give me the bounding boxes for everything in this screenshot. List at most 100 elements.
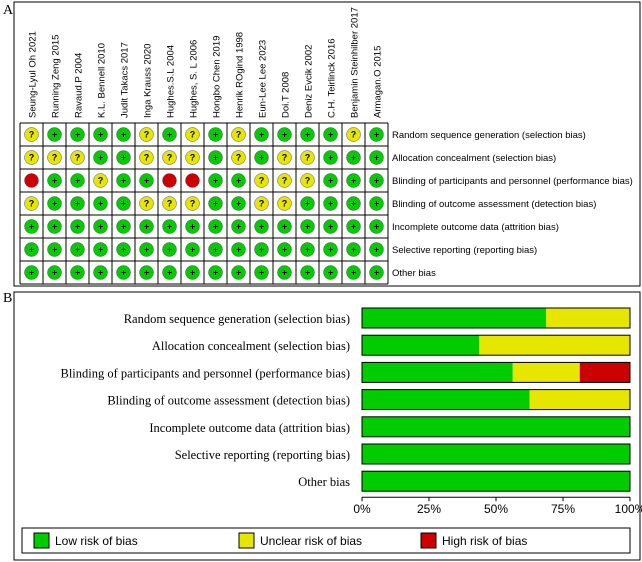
bar-outline <box>361 443 631 465</box>
bar-segment <box>362 362 513 383</box>
x-tick-label: 25% <box>417 502 441 516</box>
risk-symbol: ? <box>29 153 35 163</box>
risk-dot <box>369 127 384 142</box>
risk-cell-low: + <box>277 219 292 234</box>
category-label: Blinding of participants and personnel (… <box>61 366 351 380</box>
risk-cell-unclear: ? <box>231 150 246 165</box>
risk-symbol: ? <box>190 130 196 140</box>
risk-symbol: + <box>144 176 149 186</box>
risk-cell-unclear: ? <box>24 150 39 165</box>
risk-cell-low: + <box>208 173 223 188</box>
risk-symbol: + <box>144 245 149 255</box>
risk-cell-low: + <box>70 127 85 142</box>
bar-segment <box>362 416 630 437</box>
risk-dot <box>231 173 246 188</box>
risk-cell-low: + <box>254 150 269 165</box>
risk-symbol: + <box>167 130 172 140</box>
risk-cell-low: + <box>185 219 200 234</box>
risk-cell-low: + <box>139 219 154 234</box>
risk-cell-unclear: ? <box>24 196 39 211</box>
risk-cell-low: + <box>70 196 85 211</box>
risk-symbol: + <box>305 268 310 278</box>
risk-cell-low: + <box>254 127 269 142</box>
risk-symbol: + <box>282 130 287 140</box>
risk-dot <box>185 127 200 142</box>
risk-cell-unclear: ? <box>139 127 154 142</box>
risk-cell-low: + <box>231 219 246 234</box>
risk-symbol: + <box>75 222 80 232</box>
risk-cell-low: + <box>300 219 315 234</box>
risk-symbol: + <box>213 130 218 140</box>
risk-symbol: + <box>374 222 379 232</box>
risk-dot <box>116 242 131 257</box>
risk-cell-low: + <box>254 219 269 234</box>
domain-label: Selective reporting (reporting bias) <box>392 245 537 256</box>
risk-dot <box>323 242 338 257</box>
risk-dot <box>185 242 200 257</box>
risk-dot <box>24 265 39 280</box>
panel-b-frame <box>13 291 641 561</box>
risk-cell-unclear: ? <box>254 196 269 211</box>
bar-outline <box>361 307 631 329</box>
risk-cell-low: + <box>93 219 108 234</box>
risk-symbol: + <box>52 222 57 232</box>
risk-dot <box>139 196 154 211</box>
risk-cell-high <box>24 173 39 188</box>
domain-label: Blinding of outcome assessment (detectio… <box>392 199 596 210</box>
risk-cell-unclear: ? <box>277 196 292 211</box>
risk-symbol: + <box>167 222 172 232</box>
risk-symbol: + <box>259 245 264 255</box>
domain-label: Allocation concealment (selection bias) <box>392 153 556 164</box>
risk-dot <box>162 265 177 280</box>
risk-symbol: + <box>52 130 57 140</box>
study-label: Hongbo Chen 2019 <box>212 36 223 118</box>
risk-symbol: + <box>121 245 126 255</box>
risk-cell-unclear: ? <box>162 196 177 211</box>
risk-cell-unclear: ? <box>346 127 361 142</box>
risk-symbol: + <box>351 153 356 163</box>
risk-cell-unclear: ? <box>185 127 200 142</box>
risk-cell-low: + <box>369 150 384 165</box>
panel-a-frame <box>13 1 641 287</box>
risk-dot <box>346 265 361 280</box>
risk-symbol: + <box>52 268 57 278</box>
risk-cell-unclear: ? <box>162 150 177 165</box>
risk-cell-low: + <box>300 127 315 142</box>
risk-symbol: ? <box>282 153 288 163</box>
risk-symbol: ? <box>190 199 196 209</box>
category-label: Incomplete outcome data (attrition bias) <box>149 421 350 435</box>
risk-cell-unclear: ? <box>139 150 154 165</box>
risk-cell-low: + <box>116 150 131 165</box>
risk-symbol: + <box>236 268 241 278</box>
risk-symbol: + <box>305 199 310 209</box>
category-label: Selective reporting (reporting bias) <box>175 448 350 462</box>
risk-cell-low: + <box>300 242 315 257</box>
bar-segment <box>529 389 630 410</box>
risk-dot <box>139 265 154 280</box>
risk-dot <box>162 127 177 142</box>
risk-symbol: + <box>213 245 218 255</box>
risk-symbol: + <box>213 222 218 232</box>
risk-symbol: + <box>236 176 241 186</box>
study-label: Deniz Evcik 2002 <box>304 45 315 118</box>
risk-dot <box>346 150 361 165</box>
risk-symbol: + <box>328 222 333 232</box>
legend-box <box>21 527 631 554</box>
risk-dot <box>369 265 384 280</box>
risk-symbol: + <box>121 176 126 186</box>
risk-dot <box>208 196 223 211</box>
risk-dot <box>323 219 338 234</box>
risk-symbol: + <box>98 222 103 232</box>
risk-dot <box>47 173 62 188</box>
risk-dot <box>70 127 85 142</box>
risk-symbol: ? <box>259 199 265 209</box>
risk-dot <box>162 242 177 257</box>
panel-b-summary-plot: B Random sequence generation (selection … <box>3 291 642 561</box>
risk-dot <box>300 127 315 142</box>
x-tick-label: 100% <box>615 502 642 516</box>
risk-symbol: + <box>259 222 264 232</box>
risk-dot <box>47 127 62 142</box>
study-label: Doi.T 2008 <box>281 72 292 118</box>
risk-cell-unclear: ? <box>277 173 292 188</box>
legend-label: High risk of bias <box>442 534 527 548</box>
